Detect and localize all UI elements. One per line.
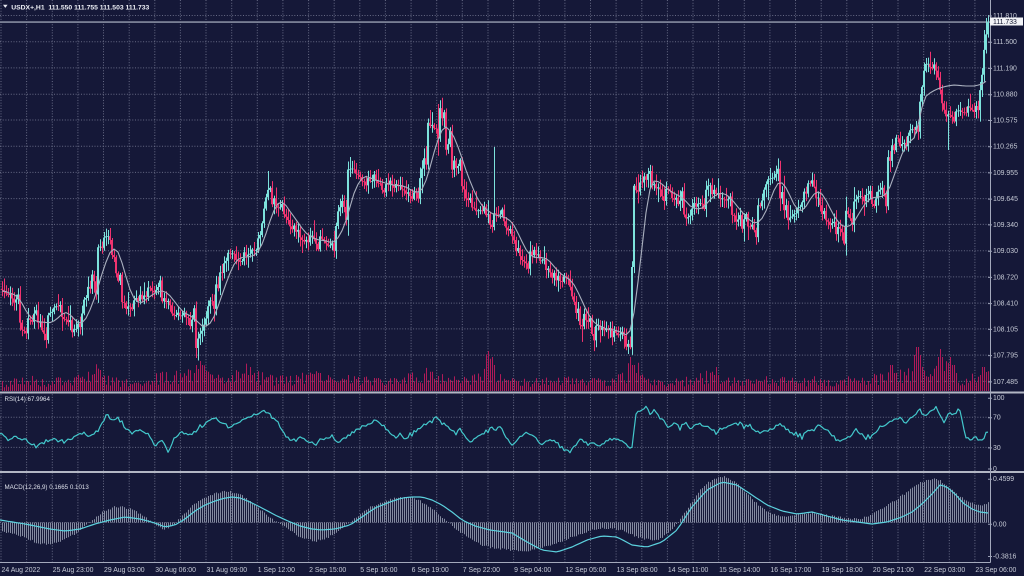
svg-text:0: 0 <box>993 466 997 473</box>
svg-text:111.810: 111.810 <box>993 13 1017 20</box>
svg-text:108.410: 108.410 <box>993 301 1018 308</box>
svg-text:6 Sep 19:00: 6 Sep 19:00 <box>412 567 449 574</box>
svg-text:20 Sep 21:00: 20 Sep 21:00 <box>873 567 914 574</box>
svg-text:7 Sep 22:00: 7 Sep 22:00 <box>463 567 500 574</box>
svg-text:25 Aug 23:00: 25 Aug 23:00 <box>53 567 94 574</box>
svg-text:31 Aug 09:00: 31 Aug 09:00 <box>207 567 248 574</box>
svg-text:70: 70 <box>993 415 1001 422</box>
svg-text:109.955: 109.955 <box>993 170 1018 177</box>
svg-text:30 Aug 06:00: 30 Aug 06:00 <box>155 567 196 574</box>
svg-text:109.340: 109.340 <box>993 222 1018 229</box>
svg-text:0.00: 0.00 <box>993 521 1007 528</box>
svg-text:23 Sep 06:00: 23 Sep 06:00 <box>975 567 1016 574</box>
svg-text:111.733: 111.733 <box>993 19 1017 26</box>
svg-text:19 Sep 18:00: 19 Sep 18:00 <box>822 567 863 574</box>
svg-text:15 Sep 14:00: 15 Sep 14:00 <box>719 567 760 574</box>
svg-text:5 Sep 16:00: 5 Sep 16:00 <box>360 567 397 574</box>
svg-text:MACD(12,26,9) 0.1665 0.1013: MACD(12,26,9) 0.1665 0.1013 <box>5 484 90 491</box>
svg-text:2 Sep 15:00: 2 Sep 15:00 <box>309 567 346 574</box>
svg-text:110.880: 110.880 <box>993 92 1018 99</box>
svg-text:24 Aug 2022: 24 Aug 2022 <box>2 567 41 574</box>
svg-text:29 Aug 03:00: 29 Aug 03:00 <box>104 567 145 574</box>
svg-text:108.105: 108.105 <box>993 326 1018 333</box>
svg-text:13 Sep 08:00: 13 Sep 08:00 <box>617 567 658 574</box>
svg-text:12 Sep 05:00: 12 Sep 05:00 <box>565 567 606 574</box>
svg-text:9 Sep 04:00: 9 Sep 04:00 <box>514 567 551 574</box>
svg-text:111.190: 111.190 <box>993 65 1017 72</box>
svg-text:107.485: 107.485 <box>993 379 1018 386</box>
svg-text:111.500: 111.500 <box>993 39 1017 46</box>
svg-text:0.4599: 0.4599 <box>993 476 1014 483</box>
svg-text:14 Sep 11:00: 14 Sep 11:00 <box>668 567 709 574</box>
svg-text:USDX+,H1 111.550 111.755 111.: USDX+,H1 111.550 111.755 111.503 111.733 <box>11 5 149 12</box>
svg-text:109.645: 109.645 <box>993 196 1018 203</box>
svg-text:110.265: 110.265 <box>993 144 1018 151</box>
svg-text:108.720: 108.720 <box>993 274 1018 281</box>
svg-text:16 Sep 17:00: 16 Sep 17:00 <box>770 567 811 574</box>
svg-text:109.030: 109.030 <box>993 248 1018 255</box>
svg-text:107.795: 107.795 <box>993 353 1018 360</box>
svg-text:30: 30 <box>993 445 1001 452</box>
svg-text:RSI(14) 67.9964: RSI(14) 67.9964 <box>5 396 51 403</box>
svg-text:110.575: 110.575 <box>993 118 1018 125</box>
svg-text:100: 100 <box>993 395 1005 402</box>
svg-text:1 Sep 12:00: 1 Sep 12:00 <box>258 567 295 574</box>
svg-text:22 Sep 03:00: 22 Sep 03:00 <box>924 567 965 574</box>
svg-text:-0.3816: -0.3816 <box>993 554 1017 561</box>
